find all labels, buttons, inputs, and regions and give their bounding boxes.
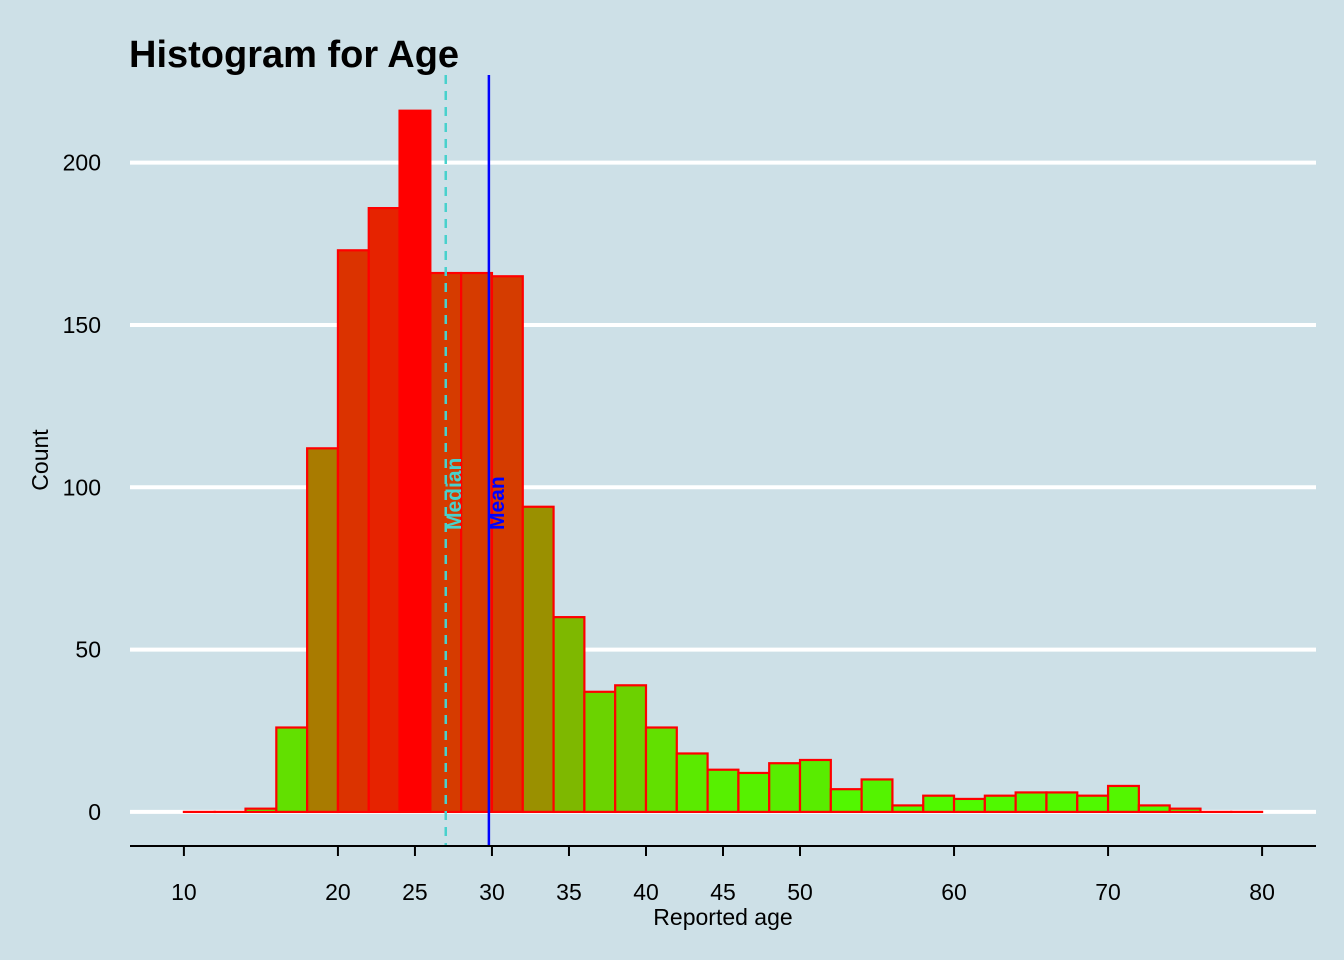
y-axis-title: Count bbox=[27, 429, 53, 491]
histogram-bar bbox=[398, 109, 432, 814]
histogram-bar bbox=[737, 771, 771, 814]
x-tick-label: 20 bbox=[325, 879, 351, 905]
histogram-bar bbox=[1014, 791, 1048, 814]
y-tick-label: 0 bbox=[88, 799, 101, 825]
reference-lines: Median Mean bbox=[443, 75, 509, 846]
histogram-bar bbox=[922, 794, 956, 814]
histogram-bar bbox=[1045, 791, 1079, 814]
x-tick-label: 45 bbox=[710, 879, 736, 905]
histogram-bar bbox=[798, 758, 832, 814]
histogram-bar bbox=[336, 249, 370, 814]
x-tick-label: 10 bbox=[171, 879, 197, 905]
median-label: Median bbox=[443, 458, 466, 530]
histogram-bar bbox=[1076, 794, 1110, 814]
y-tick-label: 200 bbox=[63, 150, 101, 176]
histogram-bar bbox=[706, 768, 740, 814]
histogram-bar bbox=[644, 726, 678, 814]
histogram-bar bbox=[1106, 784, 1140, 814]
y-tick-label: 150 bbox=[63, 312, 101, 338]
mean-label: Mean bbox=[486, 476, 509, 530]
histogram-bar bbox=[306, 447, 340, 814]
histogram-bar bbox=[275, 726, 309, 814]
histogram-bar bbox=[829, 788, 863, 814]
histogram-bar bbox=[891, 804, 925, 814]
x-tick-label: 25 bbox=[402, 879, 428, 905]
x-tick-label: 50 bbox=[787, 879, 813, 905]
x-tick-label: 70 bbox=[1095, 879, 1121, 905]
histogram-bar bbox=[952, 797, 986, 814]
histogram-bar bbox=[552, 616, 586, 814]
x-tick-label: 35 bbox=[556, 879, 582, 905]
histogram-bar bbox=[983, 794, 1017, 814]
y-tick-label: 100 bbox=[63, 474, 101, 500]
y-tick-label: 50 bbox=[75, 637, 101, 663]
x-axis: 10 20 25 30 35 40 45 50 60 70 80 bbox=[130, 845, 1316, 905]
histogram-bar bbox=[490, 275, 524, 814]
histogram-bar bbox=[244, 807, 278, 814]
y-axis-tick-labels: 0 50 100 150 200 bbox=[63, 150, 101, 825]
x-tick-label: 30 bbox=[479, 879, 505, 905]
histogram-bar bbox=[860, 778, 894, 814]
x-tick-label: 60 bbox=[941, 879, 967, 905]
histogram-bar bbox=[367, 206, 401, 814]
chart-title: Histogram for Age bbox=[129, 34, 459, 76]
histogram-bars bbox=[182, 109, 1264, 814]
histogram-bar bbox=[1137, 804, 1171, 814]
histogram-bar bbox=[1168, 807, 1202, 814]
histogram-bar bbox=[614, 684, 648, 814]
histogram-bar bbox=[521, 505, 555, 814]
histogram-bar bbox=[675, 752, 709, 814]
histogram-bar bbox=[583, 690, 617, 814]
x-tick-label: 80 bbox=[1249, 879, 1275, 905]
histogram-bar bbox=[460, 271, 494, 814]
histogram-bar bbox=[768, 762, 802, 814]
x-axis-title: Reported age bbox=[653, 904, 792, 930]
x-tick-label: 40 bbox=[633, 879, 659, 905]
